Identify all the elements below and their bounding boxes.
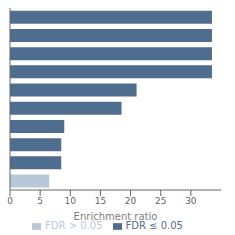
svg-text:5: 5 <box>37 196 43 206</box>
svg-text:15: 15 <box>95 196 106 206</box>
svg-text:10: 10 <box>65 196 77 206</box>
svg-text:Enrichment ratio: Enrichment ratio <box>74 211 158 222</box>
html-text:FDR ≤ 0.05: FDR ≤ 0.05 <box>125 220 183 231</box>
svg-text:25: 25 <box>155 196 166 206</box>
html-text:FDR > 0.05: FDR > 0.05 <box>45 220 103 231</box>
svg-text:20: 20 <box>125 196 137 206</box>
svg-text:0: 0 <box>8 196 13 206</box>
svg-text:30: 30 <box>185 196 197 206</box>
